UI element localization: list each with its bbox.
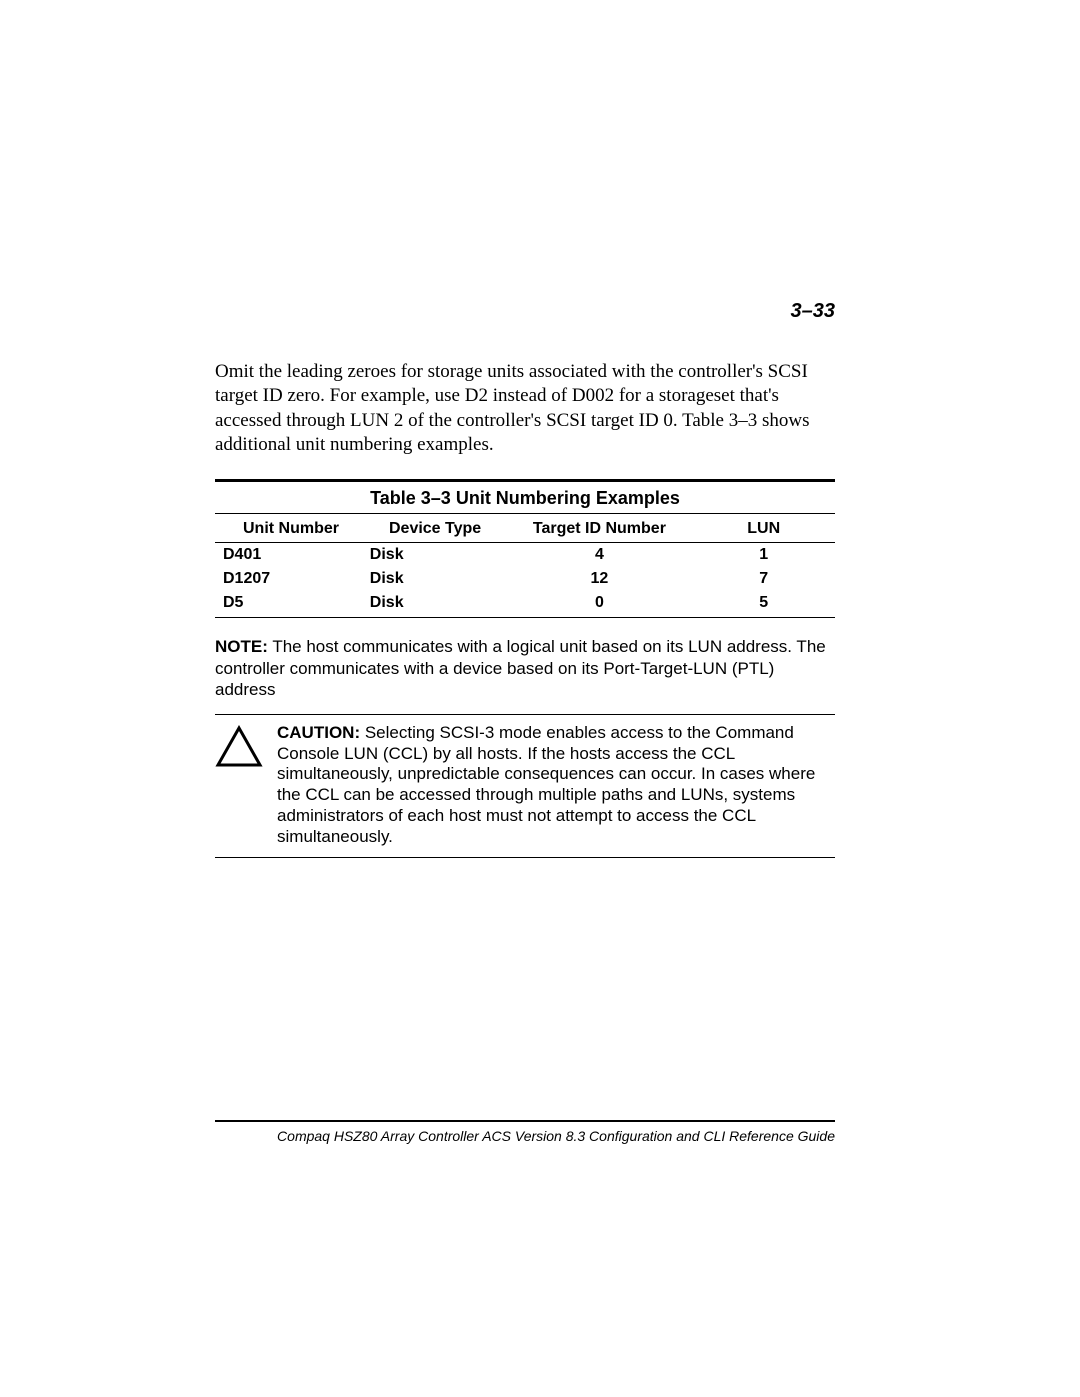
- cell-type: Disk: [364, 543, 507, 568]
- caution-text-wrap: CAUTION: Selecting SCSI-3 mode enables a…: [277, 723, 835, 847]
- footer-text: Compaq HSZ80 Array Controller ACS Versio…: [215, 1128, 835, 1144]
- table-body: Unit Number Device Type Target ID Number…: [215, 514, 835, 618]
- col-lun: LUN: [692, 514, 835, 543]
- cell-lun: 5: [692, 591, 835, 618]
- cell-target: 0: [506, 591, 692, 618]
- cell-unit: D5: [215, 591, 364, 618]
- table-title: Table 3–3 Unit Numbering Examples: [215, 482, 835, 514]
- intro-paragraph: Omit the leading zeroes for storage unit…: [215, 360, 835, 457]
- cell-lun: 1: [692, 543, 835, 568]
- col-device-type: Device Type: [364, 514, 507, 543]
- cell-type: Disk: [364, 591, 507, 618]
- col-target-id: Target ID Number: [506, 514, 692, 543]
- table-row: D401 Disk 4 1: [215, 543, 835, 568]
- note-text: The host communicates with a logical uni…: [215, 637, 826, 699]
- caution-label: CAUTION:: [277, 723, 360, 742]
- note-block: NOTE: The host communicates with a logic…: [215, 636, 835, 700]
- cell-target: 12: [506, 567, 692, 591]
- page-number: 3–33: [791, 300, 836, 323]
- footer-rule: [215, 1120, 835, 1122]
- col-unit-number: Unit Number: [215, 514, 364, 543]
- unit-numbering-table: Table 3–3 Unit Numbering Examples Unit N…: [215, 479, 835, 618]
- cell-target: 4: [506, 543, 692, 568]
- caution-block: CAUTION: Selecting SCSI-3 mode enables a…: [215, 714, 835, 858]
- caution-icon: [215, 725, 263, 769]
- note-label: NOTE:: [215, 637, 268, 656]
- table-row: D1207 Disk 12 7: [215, 567, 835, 591]
- table-header-row: Unit Number Device Type Target ID Number…: [215, 514, 835, 543]
- page-content: 3–33 Omit the leading zeroes for storage…: [215, 300, 835, 858]
- cell-type: Disk: [364, 567, 507, 591]
- cell-lun: 7: [692, 567, 835, 591]
- cell-unit: D1207: [215, 567, 364, 591]
- cell-unit: D401: [215, 543, 364, 568]
- table-row: D5 Disk 0 5: [215, 591, 835, 618]
